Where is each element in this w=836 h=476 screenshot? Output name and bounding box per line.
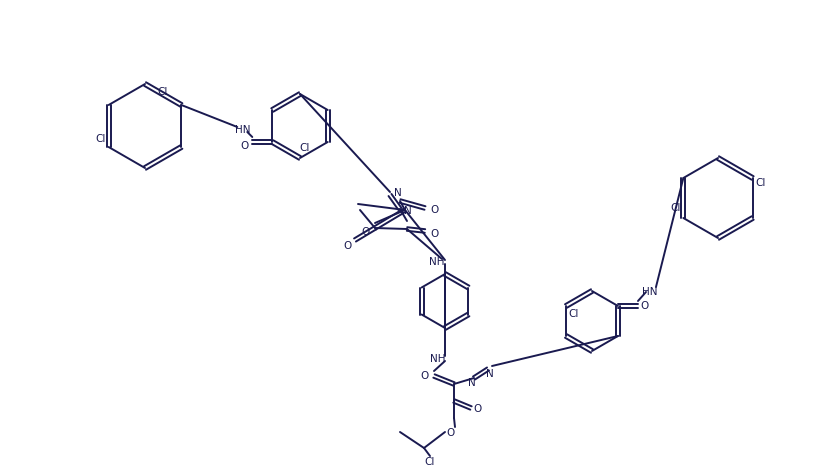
Text: HN: HN: [641, 287, 657, 297]
Text: N: N: [404, 206, 411, 216]
Text: O: O: [361, 227, 370, 237]
Text: O: O: [421, 371, 429, 381]
Text: HN: HN: [234, 125, 250, 135]
Text: Cl: Cl: [299, 143, 310, 153]
Text: NH: NH: [430, 354, 446, 364]
Text: Cl: Cl: [568, 309, 579, 319]
Text: Cl: Cl: [755, 178, 765, 188]
Text: O: O: [431, 229, 439, 239]
Text: O: O: [240, 141, 248, 151]
Text: NH: NH: [429, 257, 444, 267]
Text: O: O: [446, 428, 455, 438]
Text: Cl: Cl: [425, 457, 435, 467]
Text: N: N: [486, 369, 493, 379]
Text: Cl: Cl: [95, 134, 105, 144]
Text: O: O: [473, 404, 482, 414]
Text: O: O: [640, 301, 649, 311]
Text: O: O: [431, 205, 439, 215]
Text: O: O: [344, 241, 352, 251]
Text: N: N: [394, 188, 401, 198]
Text: Cl: Cl: [158, 87, 168, 97]
Text: Cl: Cl: [670, 203, 680, 213]
Text: N: N: [467, 378, 476, 388]
